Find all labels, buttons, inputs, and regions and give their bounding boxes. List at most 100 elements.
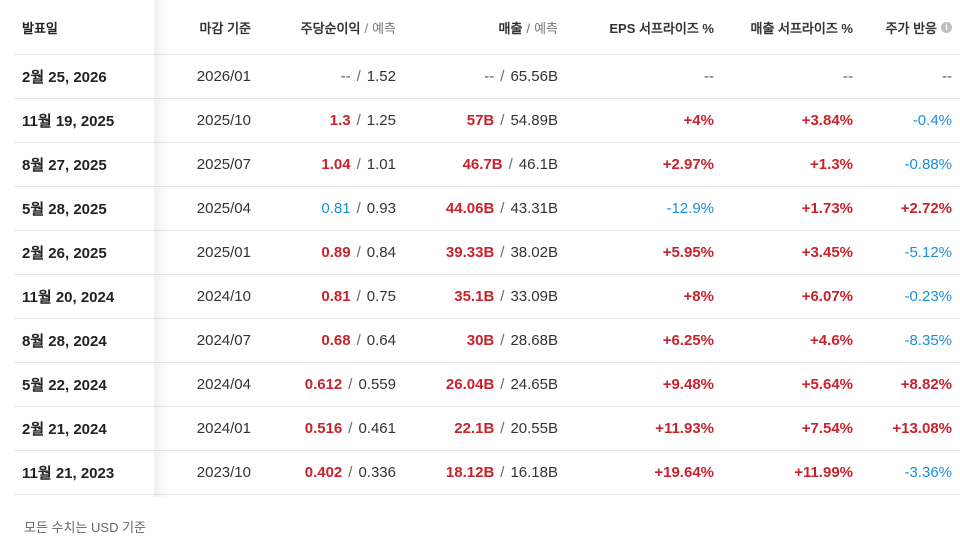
table-row[interactable]: 5월 28, 2025 2025/04 0.81 / 0.93 44.06B / 43.31B…	[14, 186, 960, 231]
fiscal-period: 2026/01	[196, 68, 251, 85]
price-reaction: +2.72%	[900, 200, 952, 217]
header-eps-surprise[interactable]: EPS 서프라이즈 %	[558, 0, 714, 55]
revenue-surprise: +3.45%	[801, 244, 853, 261]
fiscal-period: 2024/01	[196, 420, 251, 437]
table-row[interactable]: 11월 20, 2024 2024/10 0.81 / 0.75 35.1B / 33.09B…	[14, 274, 960, 319]
revenue-actual: 46.7B	[462, 156, 503, 173]
revenue-surprise: +7.54%	[801, 420, 853, 437]
revenue-slash: /	[500, 332, 505, 349]
revenue-surprise-cell: +1.3%	[714, 142, 853, 187]
revenue-surprise-cell: +3.45%	[714, 230, 853, 275]
revenue-estimate: 28.68B	[510, 332, 558, 349]
eps-slash: /	[348, 464, 353, 481]
revenue-slash: /	[500, 200, 505, 217]
eps-estimate: 0.75	[366, 288, 396, 305]
eps-surprise-cell: +9.48%	[558, 362, 714, 407]
revenue-actual: 39.33B	[445, 244, 495, 261]
eps-slash: /	[356, 156, 361, 173]
report-date-cell: 8월 27, 2025	[14, 142, 152, 187]
eps-slash: /	[356, 112, 361, 129]
price-reaction: -3.36%	[904, 464, 952, 481]
revenue-cell: 18.12B / 16.18B	[396, 450, 558, 495]
report-date-cell: 8월 28, 2024	[14, 318, 152, 363]
price-reaction: -0.88%	[904, 156, 952, 173]
eps-estimate: 0.64	[366, 332, 396, 349]
report-date-cell: 2월 21, 2024	[14, 406, 152, 451]
revenue-cell: 22.1B / 20.55B	[396, 406, 558, 451]
eps-estimate: 0.461	[358, 420, 396, 437]
revenue-cell: -- / 65.56B	[396, 54, 558, 99]
eps-actual: 0.81	[321, 200, 351, 217]
table-row[interactable]: 11월 21, 2023 2023/10 0.402 / 0.336 18.12B / 16.…	[14, 450, 960, 495]
revenue-actual: 30B	[466, 332, 495, 349]
eps-surprise-cell: -12.9%	[558, 186, 714, 231]
header-row: 발표일 마감 기준 주당순이익 / 예측 매출 / 예측 EPS 서프라이즈 % 매출 …	[14, 0, 960, 55]
table-row[interactable]: 11월 19, 2025 2025/10 1.3 / 1.25 57B / 54.89B +4%…	[14, 98, 960, 143]
header-reaction[interactable]: 주가 반응 i	[853, 0, 960, 55]
eps-slash: /	[356, 332, 361, 349]
report-date: 2월 25, 2026	[22, 69, 107, 86]
header-revenue-surprise[interactable]: 매출 서프라이즈 %	[714, 0, 853, 55]
table-row[interactable]: 2월 21, 2024 2024/01 0.516 / 0.461 22.1B / 20.55…	[14, 406, 960, 451]
header-period[interactable]: 마감 기준	[152, 0, 251, 55]
revenue-estimate: 54.89B	[510, 112, 558, 129]
revenue-cell: 30B / 28.68B	[396, 318, 558, 363]
revenue-actual: 22.1B	[454, 420, 495, 437]
period-cell: 2024/10	[152, 274, 251, 319]
currency-footnote: 모든 수치는 USD 기준	[24, 520, 147, 535]
period-cell: 2024/01	[152, 406, 251, 451]
eps-cell: 1.04 / 1.01	[251, 142, 396, 187]
report-date: 5월 22, 2024	[22, 377, 107, 394]
info-icon[interactable]: i	[941, 21, 952, 33]
eps-surprise-cell: +4%	[558, 98, 714, 143]
table-row[interactable]: 8월 28, 2024 2024/07 0.68 / 0.64 30B / 28.68B +6.…	[14, 318, 960, 363]
eps-slash: /	[356, 68, 361, 85]
header-date-label: 발표일	[22, 20, 58, 36]
revenue-slash: /	[500, 376, 505, 393]
eps-cell: 0.612 / 0.559	[251, 362, 396, 407]
table-row[interactable]: 2월 26, 2025 2025/01 0.89 / 0.84 39.33B / 38.02B…	[14, 230, 960, 275]
header-revenue-hint: 예측	[534, 20, 558, 36]
price-reaction: +13.08%	[892, 420, 952, 437]
revenue-estimate: 16.18B	[510, 464, 558, 481]
header-eps-hint: 예측	[372, 20, 396, 36]
report-date: 5월 28, 2025	[22, 201, 107, 218]
period-cell: 2025/01	[152, 230, 251, 275]
report-date: 2월 21, 2024	[22, 421, 107, 438]
eps-estimate: 1.25	[366, 112, 396, 129]
fiscal-period: 2025/01	[196, 244, 251, 261]
eps-slash: /	[356, 244, 361, 261]
report-date-cell: 11월 20, 2024	[14, 274, 152, 319]
eps-surprise-cell: +11.93%	[558, 406, 714, 451]
eps-slash: /	[348, 376, 353, 393]
eps-slash: /	[348, 420, 353, 437]
price-reaction-cell: -0.23%	[853, 274, 960, 319]
revenue-surprise-cell: +7.54%	[714, 406, 853, 451]
eps-estimate: 0.93	[366, 200, 396, 217]
price-reaction-cell: --	[853, 54, 960, 99]
revenue-surprise-cell: +3.84%	[714, 98, 853, 143]
header-revenue[interactable]: 매출 / 예측	[396, 0, 558, 55]
table-row[interactable]: 8월 27, 2025 2025/07 1.04 / 1.01 46.7B / 46.1B +2…	[14, 142, 960, 187]
fiscal-period: 2025/07	[196, 156, 251, 173]
fiscal-period: 2025/04	[196, 200, 251, 217]
eps-surprise: +11.93%	[655, 420, 714, 437]
eps-actual: --	[340, 68, 351, 85]
header-eps[interactable]: 주당순이익 / 예측	[251, 0, 396, 55]
revenue-actual: --	[484, 68, 495, 85]
table-row[interactable]: 5월 22, 2024 2024/04 0.612 / 0.559 26.04B / 24.6…	[14, 362, 960, 407]
header-period-label: 마감 기준	[199, 20, 251, 36]
period-cell: 2023/10	[152, 450, 251, 495]
table-row[interactable]: 2월 25, 2026 2026/01 -- / 1.52 -- / 65.56B -- -- --	[14, 54, 960, 99]
revenue-cell: 39.33B / 38.02B	[396, 230, 558, 275]
header-date[interactable]: 발표일	[14, 0, 152, 55]
eps-actual: 1.3	[329, 112, 351, 129]
eps-actual: 0.516	[304, 420, 343, 437]
revenue-surprise-cell: +4.6%	[714, 318, 853, 363]
revenue-estimate: 24.65B	[510, 376, 558, 393]
revenue-surprise-cell: +11.99%	[714, 450, 853, 495]
period-cell: 2024/07	[152, 318, 251, 363]
eps-estimate: 1.01	[366, 156, 396, 173]
eps-cell: -- / 1.52	[251, 54, 396, 99]
revenue-surprise-cell: +6.07%	[714, 274, 853, 319]
